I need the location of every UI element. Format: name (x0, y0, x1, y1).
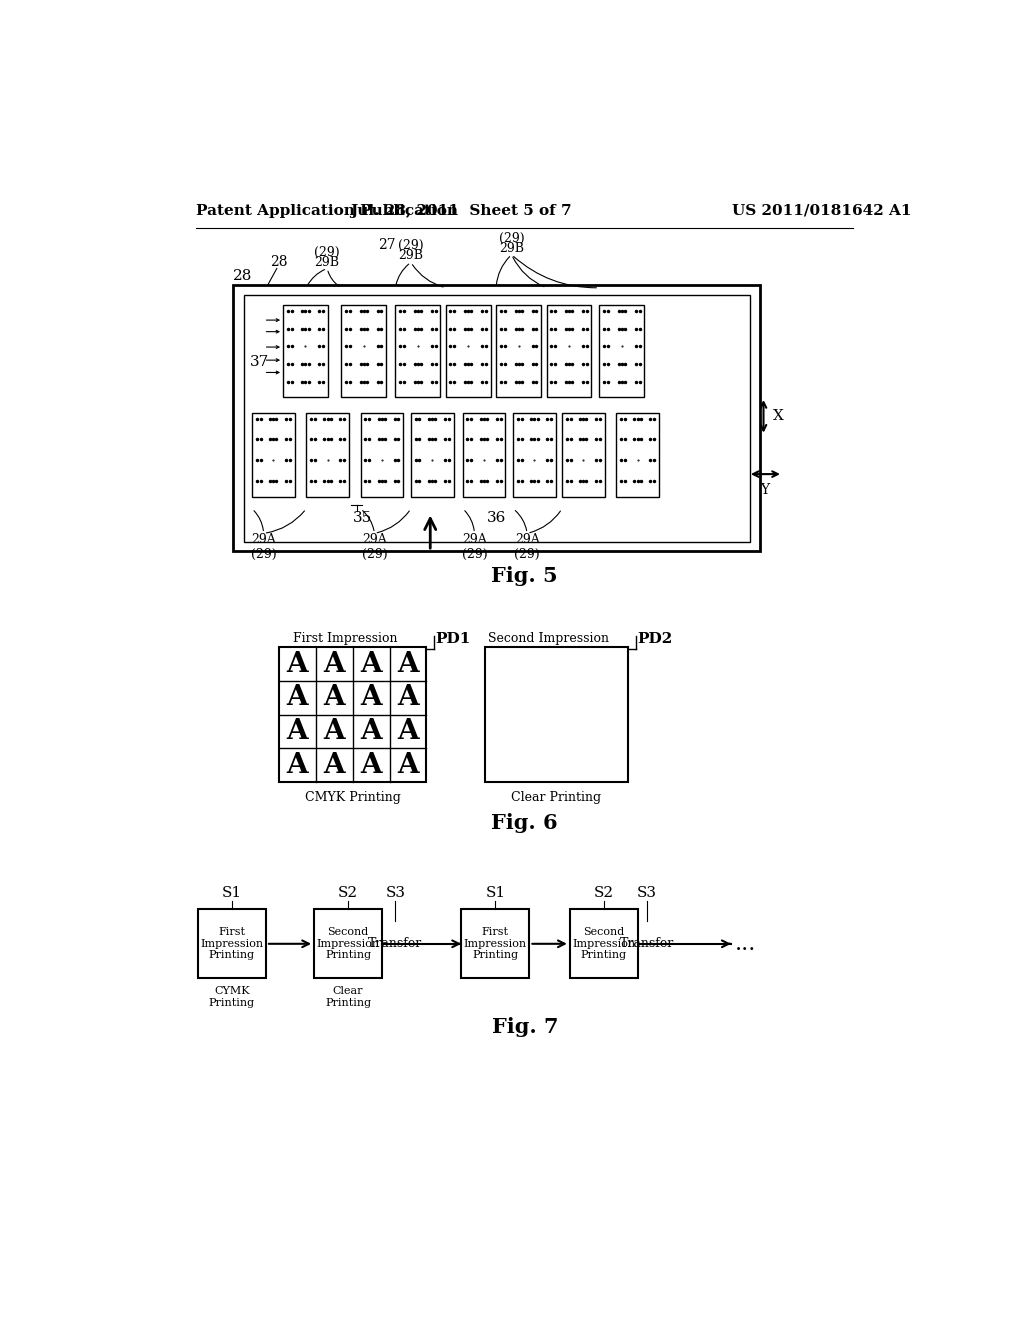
Text: 37: 37 (250, 355, 269, 370)
Text: X: X (773, 409, 783, 424)
Bar (616, 412, 658, 498)
Text: A: A (397, 684, 419, 711)
Text: 29A
(29): 29A (29) (514, 533, 540, 561)
Text: S1: S1 (485, 886, 506, 900)
Text: (29): (29) (314, 246, 340, 259)
Text: Second Impression: Second Impression (488, 632, 609, 645)
Text: (29): (29) (499, 231, 524, 244)
Text: PD2: PD2 (637, 632, 673, 645)
Text: Second
Impression
Printing: Second Impression Printing (572, 927, 636, 961)
Text: S2: S2 (338, 886, 358, 900)
Bar (245, 296, 750, 543)
Text: First
Impression
Printing: First Impression Printing (201, 927, 263, 961)
Text: S3: S3 (637, 886, 657, 900)
Text: 28: 28 (232, 269, 252, 284)
Text: 28: 28 (270, 255, 288, 268)
Text: A: A (397, 718, 419, 744)
Text: Transfer: Transfer (621, 937, 675, 950)
Bar (445, 305, 490, 397)
Text: 29B: 29B (398, 249, 423, 263)
Text: 35: 35 (352, 511, 372, 525)
Text: ...: ... (735, 933, 756, 954)
Text: 29B: 29B (314, 256, 340, 268)
Text: A: A (287, 752, 308, 779)
Bar (283, 305, 328, 397)
Text: Fig. 5: Fig. 5 (492, 566, 558, 586)
Text: A: A (287, 718, 308, 744)
Text: 29A
(29): 29A (29) (361, 533, 387, 561)
Bar (411, 412, 454, 498)
Text: Fig. 7: Fig. 7 (492, 1016, 558, 1038)
Text: A: A (360, 684, 382, 711)
Text: Jul. 28, 2011  Sheet 5 of 7: Jul. 28, 2011 Sheet 5 of 7 (350, 203, 572, 218)
Text: Clear Printing: Clear Printing (511, 792, 601, 804)
Bar (198, 909, 266, 978)
Bar (496, 305, 541, 397)
Text: A: A (287, 684, 308, 711)
Text: Second
Impression
Printing: Second Impression Printing (316, 927, 380, 961)
Bar (513, 412, 556, 498)
Text: First Impression: First Impression (293, 632, 397, 645)
Text: 29B: 29B (499, 242, 524, 255)
Text: A: A (324, 651, 345, 677)
Text: (29): (29) (398, 239, 424, 252)
Bar (599, 305, 644, 397)
Bar (463, 412, 506, 498)
Bar (306, 412, 349, 498)
Text: A: A (324, 684, 345, 711)
Text: A: A (360, 718, 382, 744)
Text: A: A (397, 752, 419, 779)
Text: CMYK Printing: CMYK Printing (305, 792, 400, 804)
Text: Y: Y (761, 483, 770, 498)
Bar (341, 305, 386, 397)
Text: CYMK
Printing: CYMK Printing (209, 986, 255, 1007)
Bar (314, 909, 382, 978)
Text: Fig. 6: Fig. 6 (492, 813, 558, 833)
Text: Transfer: Transfer (369, 937, 423, 950)
Text: 36: 36 (486, 511, 506, 525)
Text: S2: S2 (594, 886, 614, 900)
Bar (252, 412, 295, 498)
Text: A: A (324, 718, 345, 744)
Text: A: A (397, 651, 419, 677)
Bar (280, 647, 426, 781)
Bar (562, 412, 604, 498)
Text: PD1: PD1 (435, 632, 471, 645)
Bar (461, 909, 529, 978)
Text: 29A
(29): 29A (29) (251, 533, 276, 561)
Bar (484, 647, 628, 781)
Text: A: A (287, 651, 308, 677)
Bar (232, 285, 760, 552)
Text: S3: S3 (385, 886, 406, 900)
Text: A: A (360, 752, 382, 779)
Text: A: A (360, 651, 382, 677)
Text: 27: 27 (378, 239, 395, 252)
Text: S1: S1 (222, 886, 242, 900)
Bar (395, 305, 440, 397)
Text: First
Impression
Printing: First Impression Printing (464, 927, 527, 961)
Text: US 2011/0181642 A1: US 2011/0181642 A1 (732, 203, 911, 218)
Text: A: A (324, 752, 345, 779)
Bar (360, 412, 403, 498)
Bar (569, 909, 638, 978)
Bar (547, 305, 592, 397)
Text: 29A
(29): 29A (29) (462, 533, 487, 561)
Text: Patent Application Publication: Patent Application Publication (197, 203, 458, 218)
Text: Clear
Printing: Clear Printing (325, 986, 371, 1007)
